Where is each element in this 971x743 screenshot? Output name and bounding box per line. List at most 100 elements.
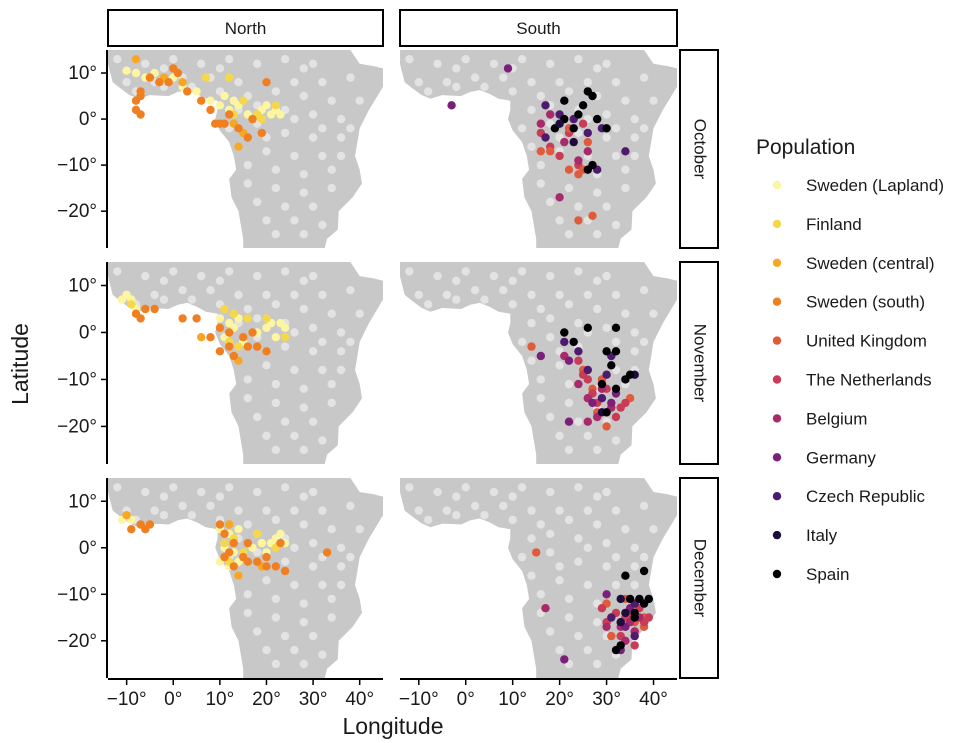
background-point — [271, 230, 280, 239]
background-point — [243, 375, 252, 384]
background-point — [308, 59, 318, 68]
data-point-sweden-south — [234, 124, 243, 133]
background-point — [574, 534, 583, 543]
background-point — [517, 124, 527, 133]
background-point — [308, 631, 318, 641]
background-point — [234, 506, 243, 515]
background-point — [253, 314, 262, 323]
data-point-sweden-south — [206, 333, 215, 342]
data-point-sweden-south — [136, 314, 145, 323]
legend-item: Italy — [772, 526, 838, 545]
data-point-sweden-central — [178, 78, 187, 87]
land-shape — [108, 50, 383, 248]
background-point — [243, 394, 252, 403]
background-point — [508, 492, 517, 501]
data-point-the-netherlands — [630, 641, 639, 650]
background-point — [262, 216, 271, 225]
background-point — [299, 492, 308, 501]
background-point — [536, 394, 545, 403]
x-axis-title: Longitude — [342, 713, 443, 739]
background-point — [299, 188, 308, 197]
land-shape — [108, 478, 383, 678]
background-point — [308, 202, 318, 211]
background-point — [271, 659, 280, 669]
background-point — [327, 183, 336, 193]
background-point — [113, 267, 122, 276]
data-point-spain — [625, 370, 635, 379]
data-point-germany — [588, 398, 597, 408]
y-tick-label: 0° — [79, 538, 97, 559]
data-point-spain — [630, 613, 639, 622]
data-point-finland — [243, 314, 252, 323]
data-point-finland — [234, 342, 243, 351]
background-point — [424, 300, 433, 309]
background-point — [489, 487, 499, 497]
background-point — [243, 179, 252, 188]
data-point-finland — [239, 96, 248, 105]
background-point — [187, 295, 197, 304]
background-point — [271, 613, 280, 622]
x-tick-label: −10° — [107, 689, 147, 710]
background-point — [336, 580, 346, 590]
background-point — [536, 520, 545, 529]
strip-label-december: December — [691, 539, 710, 618]
background-point — [546, 271, 555, 281]
background-point — [141, 487, 150, 497]
data-point-spain — [560, 96, 569, 105]
strip-december: December — [679, 477, 719, 679]
strip-north: North — [107, 9, 384, 47]
background-point — [639, 337, 649, 347]
data-point-sweden-south — [243, 557, 252, 566]
background-point — [630, 133, 639, 142]
data-point-sweden-south — [192, 314, 201, 323]
data-point-finland — [201, 73, 211, 82]
y-tick-label: 0° — [79, 109, 97, 130]
background-point — [327, 165, 336, 174]
background-point — [517, 55, 527, 64]
legend-item: The Netherlands — [772, 371, 932, 390]
background-point — [159, 276, 169, 285]
background-point — [318, 506, 327, 515]
data-point-spain — [611, 347, 621, 356]
background-point — [508, 87, 517, 96]
data-point-belgium — [602, 622, 611, 631]
background-point — [290, 290, 299, 300]
data-point-sweden-lapland — [192, 87, 201, 96]
background-point — [336, 328, 346, 337]
background-point — [424, 515, 433, 525]
background-point — [546, 59, 555, 68]
data-point-sweden-central — [131, 55, 141, 64]
background-point — [318, 337, 327, 347]
data-point-spain — [644, 594, 653, 604]
strip-november: November — [679, 261, 719, 465]
y-axis-title: Latitude — [7, 323, 33, 405]
background-point — [318, 580, 327, 590]
data-point-finland — [271, 101, 280, 110]
data-point-sweden-lapland — [117, 295, 127, 304]
x-tick-label: 40° — [639, 689, 668, 710]
background-point — [480, 511, 489, 520]
data-point-spain — [602, 347, 611, 356]
background-point — [649, 96, 658, 105]
background-point — [639, 286, 649, 295]
panel-south-october — [400, 50, 677, 248]
background-point — [414, 290, 423, 300]
background-point — [271, 398, 280, 408]
background-point — [574, 202, 583, 211]
background-point — [113, 55, 122, 64]
y-tick-label: −10° — [57, 155, 97, 176]
background-point — [299, 64, 308, 73]
panel-north-december — [108, 478, 383, 678]
legend-item: Sweden (south) — [772, 293, 925, 312]
legend-item: Finland — [772, 215, 862, 234]
data-point-germany — [564, 417, 574, 426]
background-point — [336, 562, 346, 571]
data-point-sweden-central — [234, 142, 243, 151]
background-point — [621, 96, 630, 105]
x-axis-ticks: −10° 0° 10° 20° 30° 40° −10° 0° 10° 20° 30° 40° — [107, 679, 668, 710]
background-point — [178, 286, 187, 295]
background-point — [308, 562, 318, 571]
data-point-united-kingdom — [602, 422, 611, 431]
background-point — [442, 290, 452, 300]
background-point — [489, 59, 499, 68]
